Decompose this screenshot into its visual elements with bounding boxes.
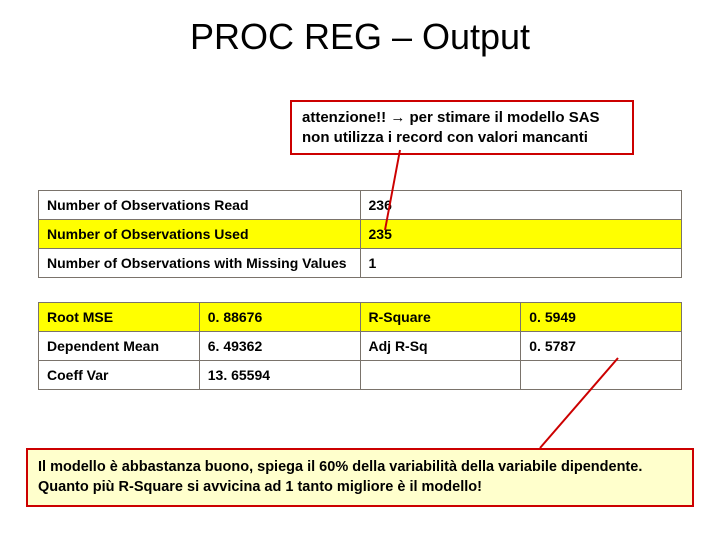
obs-used-label: Number of Observations Used	[39, 220, 361, 249]
dep-mean-value: 6. 49362	[199, 332, 360, 361]
r-square-label: R-Square	[360, 303, 521, 332]
table-row: Root MSE 0. 88676 R-Square 0. 5949	[39, 303, 682, 332]
stats-table: Root MSE 0. 88676 R-Square 0. 5949 Depen…	[38, 302, 682, 390]
observations-table: Number of Observations Read 236 Number o…	[38, 190, 682, 278]
attention-note-line2: non utilizza i record con valori mancant…	[302, 128, 622, 148]
table-row: Number of Observations with Missing Valu…	[39, 249, 682, 278]
page-title: PROC REG – Output	[0, 0, 720, 78]
table-row: Number of Observations Read 236	[39, 191, 682, 220]
obs-read-value: 236	[360, 191, 682, 220]
interpretation-note: Il modello è abbastanza buono, spiega il…	[26, 448, 694, 507]
obs-used-value: 235	[360, 220, 682, 249]
obs-read-label: Number of Observations Read	[39, 191, 361, 220]
attention-note: attenzione!! → per stimare il modello SA…	[290, 100, 634, 155]
obs-missing-value: 1	[360, 249, 682, 278]
coeff-var-value: 13. 65594	[199, 361, 360, 390]
attention-note-line1: attenzione!! → per stimare il modello SA…	[302, 108, 622, 128]
obs-missing-label: Number of Observations with Missing Valu…	[39, 249, 361, 278]
adj-rsq-label: Adj R-Sq	[360, 332, 521, 361]
tables-container: Number of Observations Read 236 Number o…	[38, 190, 682, 390]
root-mse-value: 0. 88676	[199, 303, 360, 332]
root-mse-label: Root MSE	[39, 303, 200, 332]
coeff-var-label: Coeff Var	[39, 361, 200, 390]
empty-cell	[360, 361, 521, 390]
empty-cell	[521, 361, 682, 390]
table-row: Coeff Var 13. 65594	[39, 361, 682, 390]
table-row: Dependent Mean 6. 49362 Adj R-Sq 0. 5787	[39, 332, 682, 361]
adj-rsq-value: 0. 5787	[521, 332, 682, 361]
interpretation-line2: Quanto più R-Square si avvicina ad 1 tan…	[38, 478, 682, 498]
dep-mean-label: Dependent Mean	[39, 332, 200, 361]
r-square-value: 0. 5949	[521, 303, 682, 332]
table-row: Number of Observations Used 235	[39, 220, 682, 249]
interpretation-line1: Il modello è abbastanza buono, spiega il…	[38, 458, 682, 478]
